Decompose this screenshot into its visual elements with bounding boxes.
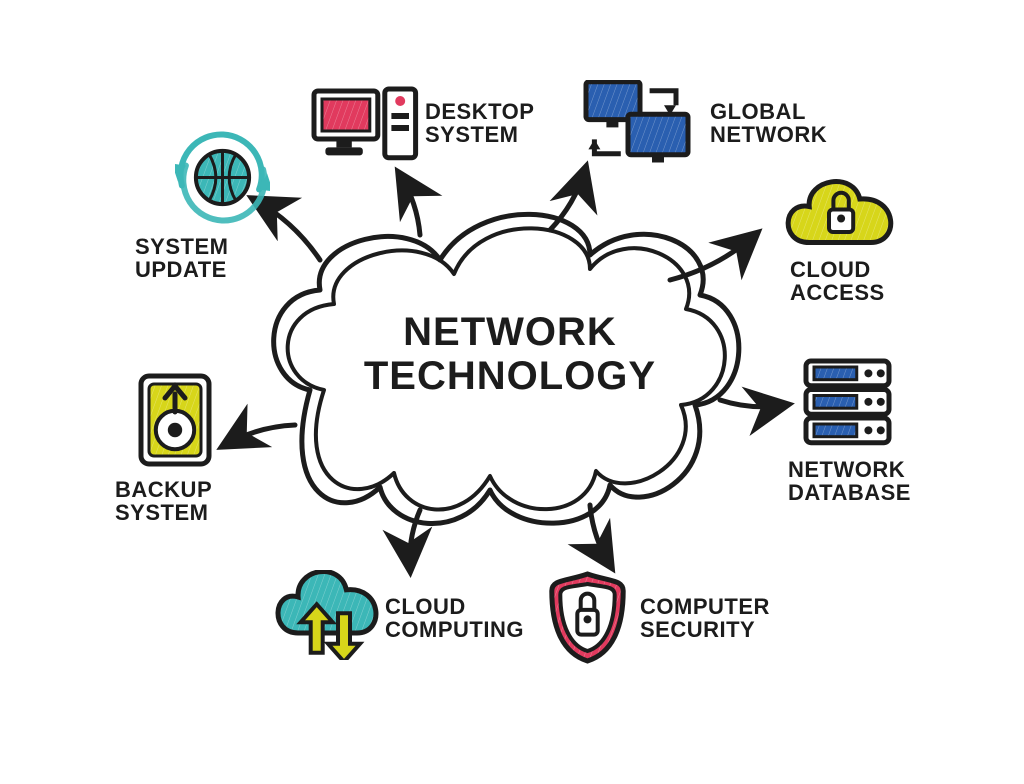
system-update-label: SYSTEMUPDATE xyxy=(135,235,228,281)
cloud-access-label-line2: ACCESS xyxy=(790,281,885,304)
network-database-icon xyxy=(800,355,895,450)
cloud-access-label: CLOUDACCESS xyxy=(790,258,885,304)
network-database-label-line1: NETWORK xyxy=(788,458,911,481)
backup-system-label-line2: SYSTEM xyxy=(115,501,212,524)
to-desktop-system xyxy=(400,175,420,235)
cloud-computing-label-line1: CLOUD xyxy=(385,595,524,618)
center-title-line1: NETWORK xyxy=(330,310,690,354)
global-network-label-line2: NETWORK xyxy=(710,123,827,146)
system-update-label-line2: UPDATE xyxy=(135,258,228,281)
computer-security-label-line1: COMPUTER xyxy=(640,595,770,618)
computer-security-label-line2: SECURITY xyxy=(640,618,770,641)
backup-system-icon xyxy=(135,370,215,470)
computer-security-icon xyxy=(545,570,630,665)
to-computer-security xyxy=(590,505,610,565)
center-title-line2: TECHNOLOGY xyxy=(330,354,690,398)
cloud-access-label-line1: CLOUD xyxy=(790,258,885,281)
to-backup-system xyxy=(225,425,295,445)
desktop-system-label-line2: SYSTEM xyxy=(425,123,534,146)
to-network-database xyxy=(720,400,785,407)
desktop-system-label: DESKTOPSYSTEM xyxy=(425,100,534,146)
backup-system-label: BACKUPSYSTEM xyxy=(115,478,212,524)
cloud-computing-label: CLOUDCOMPUTING xyxy=(385,595,524,641)
to-cloud-computing xyxy=(410,510,420,568)
system-update-icon xyxy=(175,130,270,225)
to-cloud-access xyxy=(670,235,755,280)
desktop-system-icon xyxy=(310,85,420,165)
global-network-label-line1: GLOBAL xyxy=(710,100,827,123)
global-network-icon xyxy=(580,80,700,170)
system-update-label-line1: SYSTEM xyxy=(135,235,228,258)
center-title: NETWORK TECHNOLOGY xyxy=(330,310,690,398)
computer-security-label: COMPUTERSECURITY xyxy=(640,595,770,641)
cloud-computing-label-line2: COMPUTING xyxy=(385,618,524,641)
desktop-system-label-line1: DESKTOP xyxy=(425,100,534,123)
network-database-label-line2: DATABASE xyxy=(788,481,911,504)
global-network-label: GLOBALNETWORK xyxy=(710,100,827,146)
network-database-label: NETWORKDATABASE xyxy=(788,458,911,504)
cloud-access-icon xyxy=(785,175,895,250)
backup-system-label-line1: BACKUP xyxy=(115,478,212,501)
cloud-computing-icon xyxy=(275,570,380,660)
infographic-stage: NETWORK TECHNOLOGY SYSTEMUPDATE DESKTOPS… xyxy=(0,0,1024,784)
to-global-network xyxy=(550,170,585,230)
